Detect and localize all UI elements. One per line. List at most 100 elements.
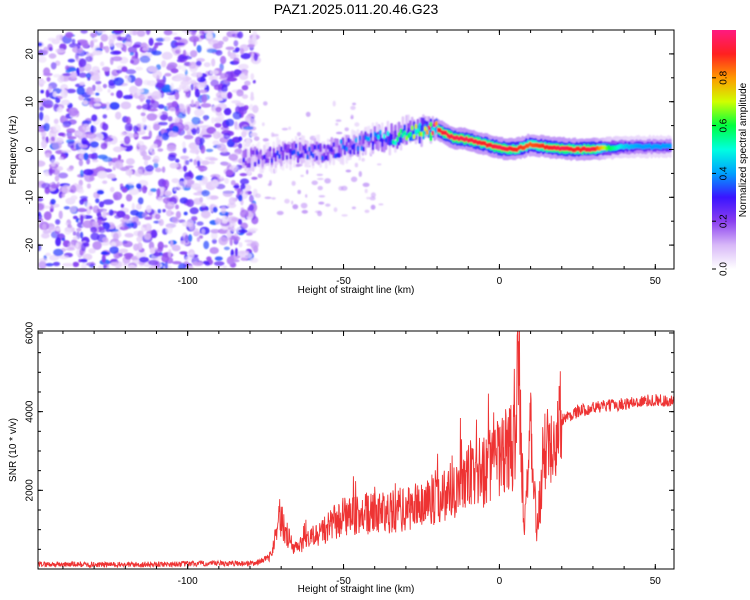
heatmap-noise-cell — [50, 183, 60, 189]
heatmap-noise-cell — [46, 76, 51, 82]
heatmap-noise-cell — [352, 102, 357, 106]
heatmap-noise-cell — [183, 134, 194, 140]
snr-x-axis-label: Height of straight line (km) — [298, 584, 415, 595]
heatmap-noise-cell — [378, 203, 384, 206]
heatmap-y-tick-label: 0 — [25, 146, 36, 152]
heatmap-ridge-cell — [403, 130, 406, 136]
heatmap-ridge-cell — [244, 148, 247, 158]
heatmap-noise-cell — [211, 117, 215, 124]
heatmap-noise-cell — [138, 94, 146, 101]
heatmap-noise-cell — [208, 157, 218, 161]
heatmap-noise-cell — [167, 116, 173, 122]
heatmap-ridge-cell — [263, 154, 266, 160]
heatmap-noise-cell — [173, 78, 184, 82]
heatmap-noise-cell — [138, 145, 148, 151]
heatmap-noise-cell — [75, 242, 79, 249]
heatmap-noise-cell — [60, 89, 68, 99]
heatmap-noise-cell — [220, 55, 227, 65]
heatmap-y-tick-label: -10 — [25, 190, 36, 205]
heatmap-noise-cell — [157, 148, 164, 152]
heatmap-ridge-cell — [396, 137, 399, 142]
heatmap-noise-cell — [89, 91, 95, 96]
heatmap-noise-cell — [139, 55, 151, 63]
heatmap-noise-cell — [81, 262, 87, 269]
heatmap-noise-cell — [68, 107, 79, 117]
heatmap-noise-cell — [183, 124, 190, 131]
heatmap-noise-cell — [60, 193, 65, 198]
heatmap-noise-cell — [174, 42, 185, 46]
heatmap-noise-cell — [71, 38, 76, 45]
heatmap-noise-cell — [175, 73, 186, 79]
heatmap-noise-cell — [79, 195, 88, 200]
heatmap-ridge-cell — [397, 132, 401, 138]
heatmap-noise-cell — [58, 255, 69, 260]
heatmap-ridge-cell — [311, 153, 315, 159]
heatmap-ridge-cell — [336, 138, 339, 148]
heatmap-noise-cell — [38, 80, 47, 85]
heatmap-noise-cell — [79, 199, 85, 205]
heatmap-noise-cell — [57, 172, 69, 179]
heatmap-noise-cell — [233, 185, 240, 189]
heatmap-noise-cell — [370, 192, 376, 198]
heatmap-noise-cell — [84, 173, 94, 183]
heatmap-noise-cell — [197, 72, 203, 77]
heatmap-noise-cell — [43, 114, 50, 124]
heatmap-noise-cell — [100, 61, 105, 67]
heatmap-noise-cell — [336, 131, 343, 135]
heatmap-noise-cell — [38, 213, 43, 220]
heatmap-noise-cell — [233, 40, 239, 47]
heatmap-noise-cell — [186, 106, 191, 115]
heatmap-noise-cell — [38, 244, 42, 252]
heatmap-noise-cell — [170, 211, 175, 215]
heatmap-noise-cell — [261, 122, 265, 127]
heatmap-noise-cell — [153, 161, 159, 169]
heatmap-noise-cell — [318, 201, 325, 205]
heatmap-noise-cell — [191, 217, 198, 221]
heatmap-noise-cell — [153, 123, 160, 131]
heatmap-noise-cell — [136, 122, 147, 128]
heatmap-ridge-cell — [409, 131, 412, 137]
heatmap-noise-cell — [227, 202, 237, 209]
heatmap-noise-cell — [200, 210, 211, 219]
heatmap-noise-cell — [48, 53, 57, 59]
heatmap-noise-cell — [88, 248, 96, 254]
heatmap-noise-cell — [85, 262, 96, 267]
heatmap-ridge-cell — [324, 155, 328, 161]
heatmap-noise-cell — [65, 88, 77, 94]
heatmap-ridge-cell — [399, 128, 403, 134]
heatmap-noise-cell — [115, 111, 122, 120]
heatmap-noise-cell — [42, 46, 49, 56]
heatmap-noise-cell — [181, 30, 189, 33]
heatmap-noise-cell — [150, 188, 157, 193]
heatmap-noise-cell — [72, 231, 77, 236]
heatmap-noise-cell — [123, 263, 128, 267]
heatmap-noise-cell — [118, 248, 129, 254]
heatmap-noise-cell — [163, 36, 171, 42]
heatmap-noise-cell — [96, 216, 104, 220]
heatmap-ridge-cell — [293, 149, 296, 155]
heatmap-noise-cell — [55, 227, 61, 232]
heatmap-noise-cell — [370, 204, 376, 210]
heatmap-noise-cell — [43, 104, 53, 108]
heatmap-ridge-cell — [266, 158, 270, 164]
heatmap-noise-cell — [335, 122, 339, 126]
heatmap-noise-cell — [179, 197, 189, 204]
heatmap-noise-cell — [182, 141, 186, 149]
heatmap-noise-cell — [55, 219, 61, 225]
heatmap-noise-cell — [101, 251, 108, 255]
heatmap-noise-cell — [157, 209, 162, 214]
heatmap-x-tick-label: -100 — [178, 276, 198, 287]
heatmap-noise-cell — [58, 132, 65, 137]
heatmap-noise-cell — [56, 106, 63, 113]
heatmap-noise-cell — [157, 246, 163, 253]
heatmap-noise-cell — [109, 246, 119, 254]
heatmap-noise-cell — [82, 100, 89, 105]
heatmap-noise-cell — [161, 132, 169, 141]
heatmap-noise-cell — [144, 159, 148, 166]
heatmap-noise-cell — [249, 194, 254, 203]
heatmap-noise-cell — [200, 103, 212, 108]
heatmap-noise-cell — [157, 197, 164, 203]
heatmap-ridge-cell — [300, 152, 304, 158]
heatmap-noise-cell — [208, 195, 219, 200]
heatmap-noise-cell — [170, 82, 175, 91]
